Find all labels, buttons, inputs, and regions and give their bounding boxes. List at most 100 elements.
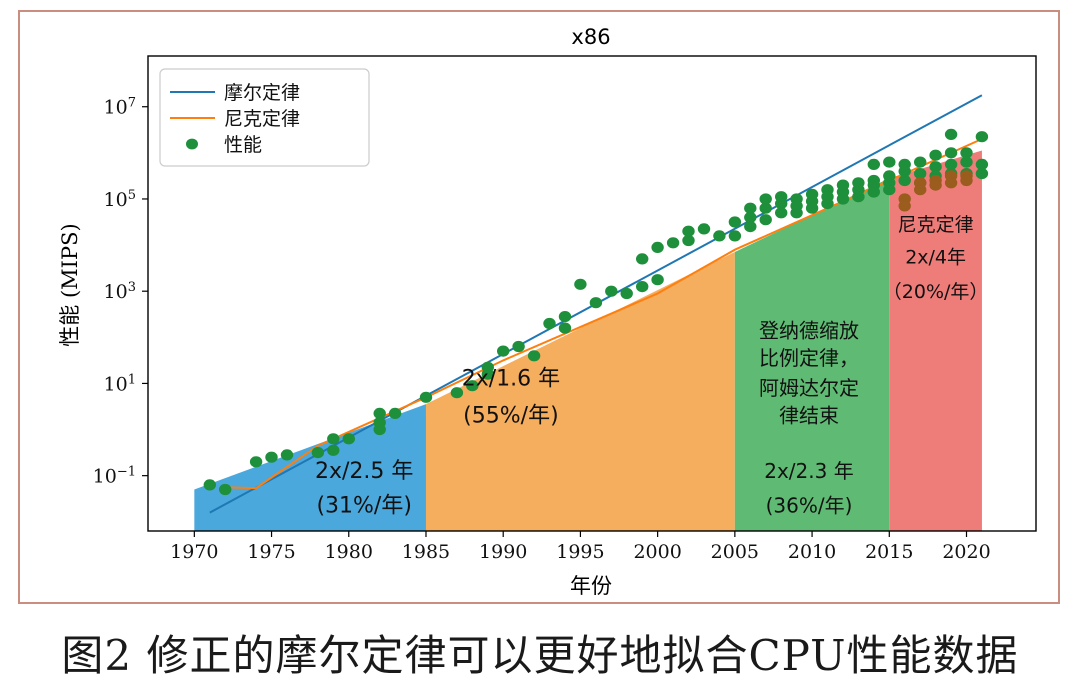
performance-point [265,451,278,463]
region-3-label: 律结束 [779,404,839,428]
performance-point [960,156,973,168]
performance-point [574,278,587,290]
performance-point-dark [914,184,927,196]
region-3 [734,178,890,531]
performance-point [682,234,695,247]
legend-swatch-dot [186,138,198,150]
x-tick-label: 1975 [247,541,295,563]
performance-point [558,322,572,334]
region-2 [425,251,735,531]
performance-point [960,147,973,159]
performance-point [929,149,942,161]
performance-point [636,253,649,265]
x-tick-label: 1995 [556,541,604,563]
performance-point [589,297,603,309]
performance-point [805,202,819,214]
x-tick-label: 2000 [633,541,681,563]
performance-point [620,287,633,300]
performance-point [898,165,911,177]
x-tick-label: 2010 [788,541,836,563]
region-3-label: 比例定律， [759,346,859,370]
region-3-label: 登纳德缩放 [759,318,859,342]
performance-point [203,479,216,491]
performance-point [759,202,772,214]
performance-point [775,207,788,219]
performance-point [666,237,680,249]
performance-point [744,211,757,223]
x-tick-label: 1985 [402,541,450,563]
regions-layer [194,150,982,532]
performance-point [929,161,942,173]
performance-point [373,407,386,419]
performance-point [852,191,865,203]
performance-point [867,186,880,198]
plot-area-frame [147,55,1037,532]
legend-label: 性能 [224,134,262,156]
performance-point [219,483,232,496]
x-tick-label: 1990 [479,541,527,563]
y-tick-label: 107 [104,95,136,119]
performance-point [636,281,649,293]
performance-point [697,223,711,235]
performance-point [342,433,355,445]
performance-point [651,241,664,253]
figure-caption: 图2 修正的摩尔定律可以更好地拟合CPU性能数据 [61,631,1019,680]
nick-law-line [225,138,983,490]
performance-point [728,230,742,242]
legend-label: 摩尔定律 [224,82,300,104]
performance-point [419,391,433,403]
performance-point [744,202,757,214]
performance-point [759,193,772,205]
performance-point [775,198,788,210]
performance-point [311,447,325,459]
x-axis-label: 年份 [570,574,612,598]
performance-point [327,433,340,445]
performance-point-dark [929,179,942,191]
performance-point [327,444,340,456]
performance-point [249,456,263,468]
performance-point [914,156,927,168]
x-tick-label: 1980 [325,541,373,563]
performance-point [605,285,618,297]
legend-label: 尼克定律 [224,108,300,130]
y-tick-label: 10−1 [93,464,136,488]
performance-point [497,345,510,357]
region-4-label: 2x/4年 [905,247,966,269]
performance-point [388,407,402,419]
performance-point [821,198,834,210]
performance-point [883,184,896,196]
performance-point [975,131,989,143]
performance-point [713,230,726,242]
performance-point [512,340,525,353]
performance-point [883,156,896,168]
performance-point [759,214,772,226]
performance-point [558,311,572,323]
y-tick-label: 103 [104,280,136,304]
performance-point [790,207,803,219]
performance-point [898,174,911,187]
y-tick-label: 105 [104,187,136,211]
performance-point-dark [960,174,973,187]
region-3-label: (36%/年) [766,494,853,518]
y-axis-label: 性能 (MIPS) [58,223,82,346]
performance-point [944,147,958,159]
performance-point [944,158,958,170]
x-tick-label: 2005 [711,541,759,563]
performance-point [450,387,464,399]
region-3-label: 2x/2.3 年 [764,459,853,483]
performance-point [914,168,927,180]
performance-point [651,274,664,286]
region-4 [889,150,982,532]
region-4-label: 尼克定律 [898,214,974,236]
performance-point [867,158,880,170]
performance-point [836,193,850,205]
y-tick-label: 101 [104,372,136,396]
x-tick-label: 2020 [942,541,990,563]
performance-point [373,423,386,436]
points-layer [203,128,989,496]
performance-point [975,158,989,170]
performance-point [944,128,958,140]
axes-layer: 1970 1975 1980 1985 1990 1995 2000 2005 2010 2015… [93,55,1037,563]
region-4-label: （20%/年） [883,281,989,303]
